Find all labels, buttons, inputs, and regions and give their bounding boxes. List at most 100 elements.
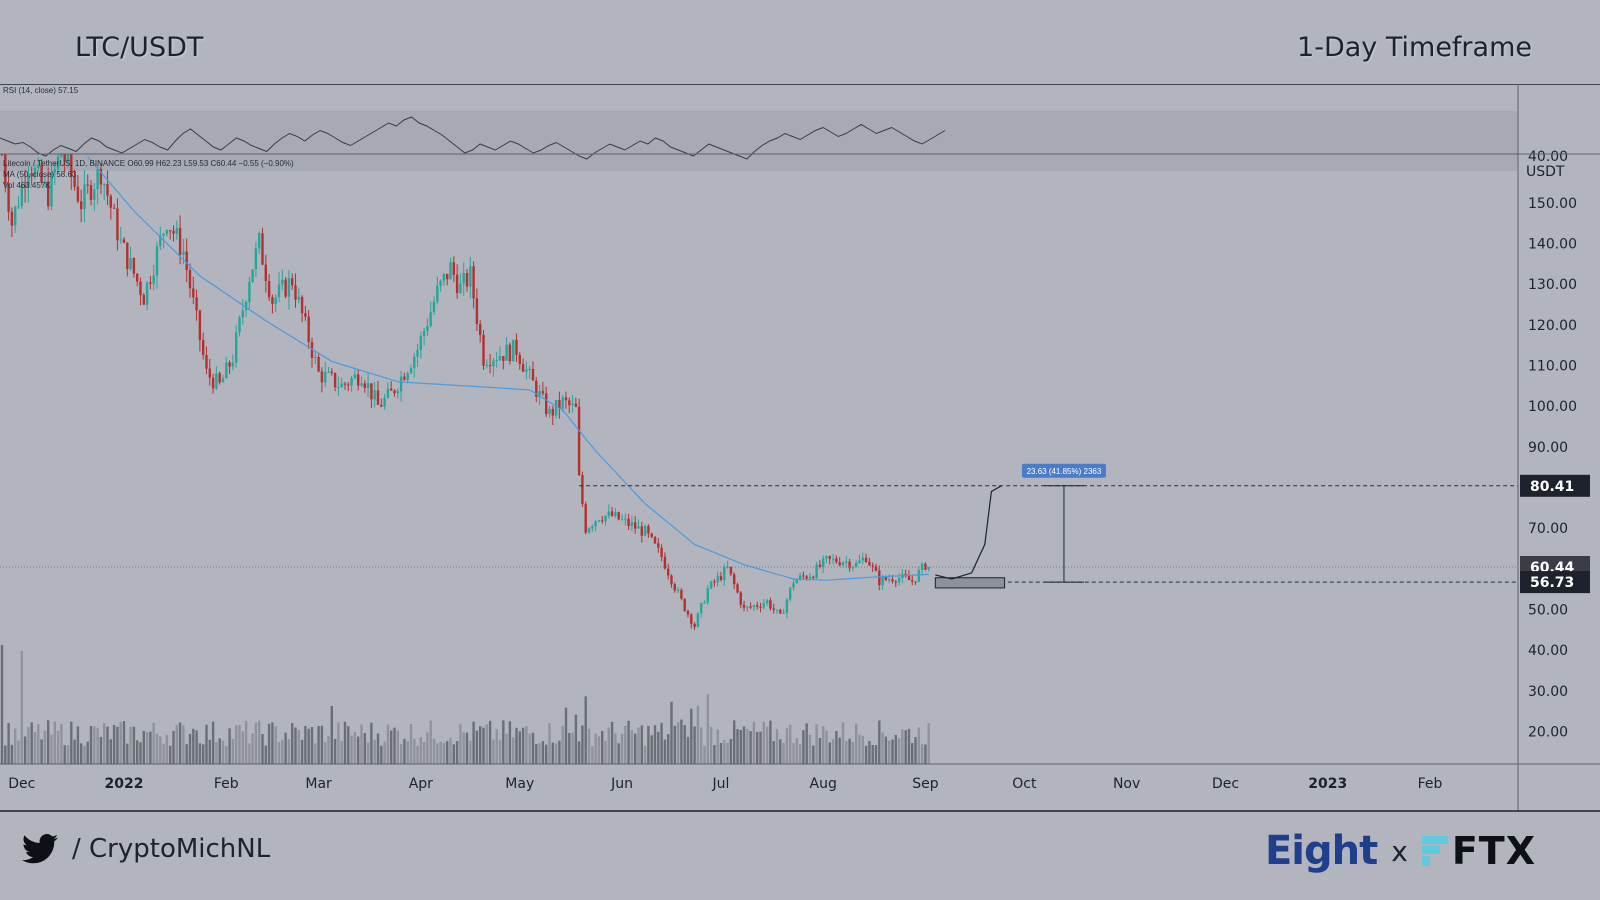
candle — [347, 381, 350, 392]
header: LTC/USDT 1-Day Timeframe — [0, 0, 1600, 85]
candle — [729, 566, 733, 577]
ftx-logo-icon — [1421, 836, 1448, 866]
candle-body — [535, 380, 538, 397]
candle — [574, 397, 578, 408]
candle-body — [752, 605, 756, 608]
candle — [822, 555, 825, 574]
candle — [419, 331, 422, 359]
volume-bar — [686, 736, 690, 764]
candle-body — [386, 388, 390, 398]
candle — [630, 515, 634, 532]
candle-body — [403, 376, 406, 380]
volume-bar — [14, 728, 17, 764]
volume-bar — [713, 745, 716, 764]
candle — [294, 273, 297, 308]
volume-bar — [571, 732, 574, 764]
candle-body — [749, 606, 752, 608]
candle — [47, 167, 50, 210]
volume-bar — [307, 728, 310, 764]
candle — [894, 580, 897, 588]
candle-body — [155, 246, 159, 276]
candle-body — [83, 184, 86, 210]
y-tick-label: 150.00 — [1528, 196, 1577, 212]
volume-bar — [0, 644, 4, 764]
candle — [353, 369, 357, 380]
candle-body — [709, 581, 713, 589]
candle — [112, 203, 116, 209]
candle — [561, 395, 564, 413]
volume-bar — [775, 729, 779, 764]
candle-body — [66, 154, 70, 162]
volume-bar — [683, 725, 686, 764]
volume-bar — [907, 728, 911, 764]
candle-body — [366, 383, 370, 389]
candle — [604, 515, 607, 526]
volume-bar — [640, 725, 643, 764]
volume-bar — [779, 739, 782, 764]
candle — [670, 574, 673, 588]
candle — [145, 281, 149, 311]
candle-body — [604, 515, 607, 522]
brand-ftx: FTX — [1421, 829, 1536, 873]
candle — [363, 380, 366, 393]
volume-bar — [50, 734, 53, 764]
y-tick-label: 30.00 — [1528, 684, 1568, 700]
x-tick-label: Feb — [214, 776, 239, 792]
candles — [0, 154, 930, 630]
volume-bar — [904, 730, 907, 764]
y-tick-label: 130.00 — [1528, 277, 1577, 293]
volume-bar — [927, 723, 930, 764]
rsi-band — [0, 111, 1518, 171]
candle-body — [700, 603, 703, 614]
candle — [23, 169, 27, 203]
price-chart[interactable]: RSI (14, close) 57.15 40.00 23.63 (41.85%… — [0, 84, 1600, 812]
candle — [841, 561, 845, 568]
candle-body — [343, 383, 347, 385]
rsi-tick-label: 40.00 — [1528, 149, 1568, 165]
volume-bar — [20, 651, 23, 764]
candle — [492, 357, 495, 377]
volume-bar — [366, 742, 370, 764]
volume-bar — [828, 742, 831, 764]
candle-body — [512, 339, 515, 362]
candle — [752, 604, 756, 612]
candle-body — [571, 403, 574, 405]
volume-bar — [132, 726, 136, 764]
candle — [693, 622, 696, 630]
candle — [27, 166, 30, 203]
volume-bar — [386, 724, 390, 764]
candle-body — [63, 154, 66, 162]
volume-bar — [86, 741, 89, 764]
candle-body — [831, 558, 835, 560]
candle — [779, 608, 782, 614]
volume-bar — [459, 723, 462, 764]
candle — [155, 241, 159, 289]
volume-bar — [73, 739, 76, 764]
volume-bar — [848, 738, 851, 764]
volume-bar — [505, 733, 508, 764]
twitter-handle[interactable]: / CryptoMichNL — [22, 834, 270, 864]
volume-bar — [103, 723, 106, 764]
candle — [241, 299, 244, 325]
candle-body — [202, 340, 205, 355]
candle — [927, 566, 930, 572]
candle — [350, 376, 353, 392]
volume-bar — [353, 732, 357, 764]
candle-body — [116, 208, 119, 241]
rsi-line — [0, 116, 946, 160]
candle — [911, 574, 914, 586]
volume-bar — [647, 725, 650, 764]
candle — [399, 370, 403, 402]
candle-body — [225, 362, 228, 379]
volume-bar — [106, 726, 109, 764]
candle — [274, 294, 277, 313]
candle-body — [198, 310, 202, 340]
candle — [488, 353, 492, 374]
candle — [792, 579, 795, 591]
candle-body — [488, 365, 492, 367]
pair-title: LTC/USDT — [75, 32, 204, 63]
candle-body — [47, 181, 50, 207]
candle — [195, 289, 198, 321]
candle — [838, 556, 841, 567]
volume-bar — [746, 729, 749, 764]
